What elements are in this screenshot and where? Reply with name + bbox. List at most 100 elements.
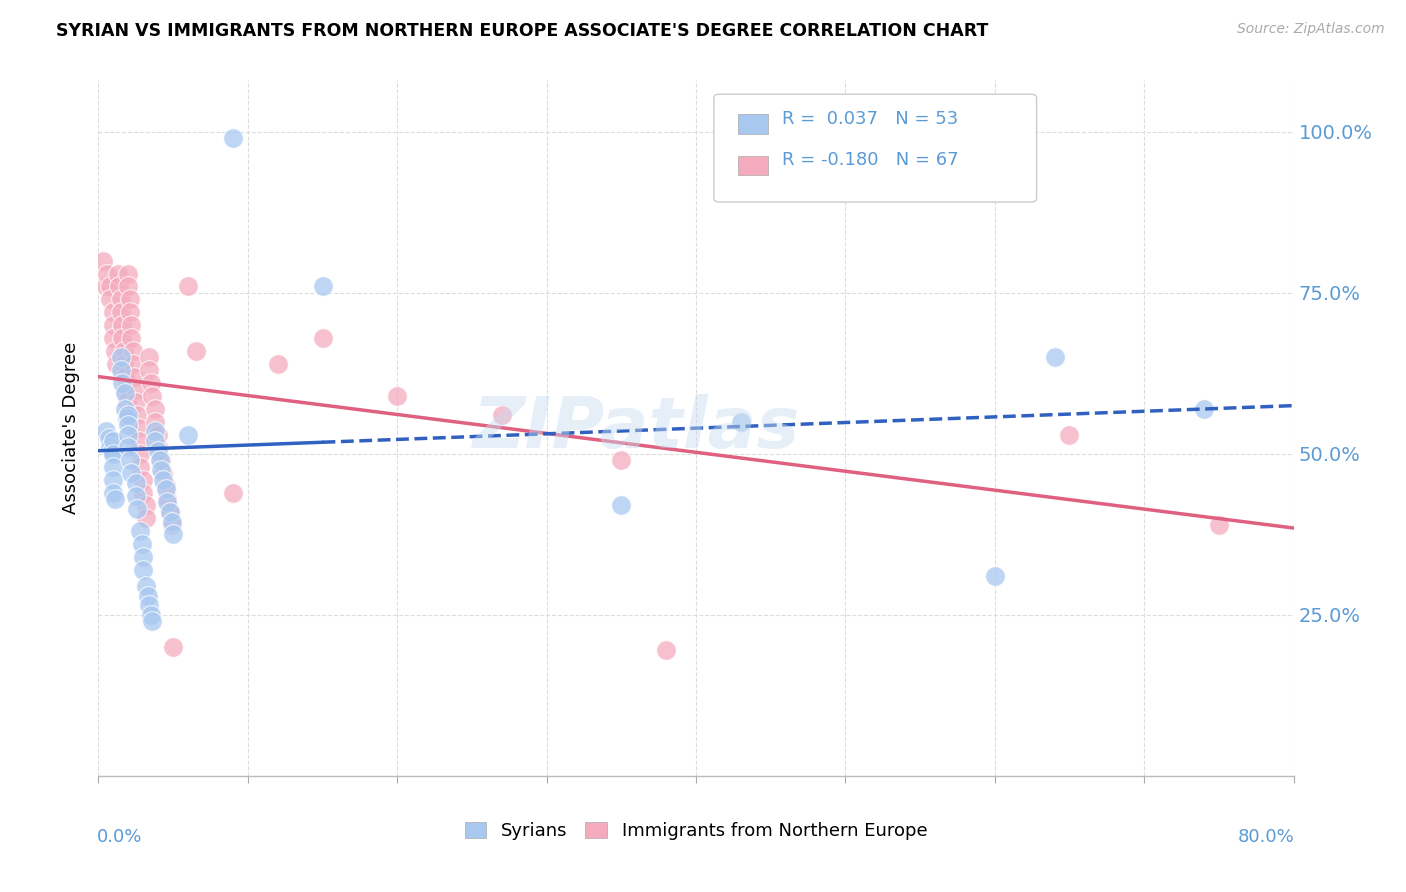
- Point: [112, 343, 135, 358]
- Point: [135, 579, 157, 593]
- Point: [148, 427, 170, 442]
- Point: [101, 443, 124, 458]
- Point: [125, 395, 148, 409]
- Point: [114, 369, 136, 384]
- Point: [117, 427, 139, 442]
- Point: [108, 279, 131, 293]
- Point: [117, 279, 139, 293]
- Point: [94, 425, 117, 439]
- Point: [160, 517, 183, 532]
- Point: [117, 417, 139, 432]
- Point: [150, 463, 173, 477]
- FancyBboxPatch shape: [738, 114, 768, 134]
- Point: [103, 473, 125, 487]
- Point: [139, 376, 162, 390]
- Point: [104, 491, 127, 506]
- Point: [148, 441, 170, 455]
- Point: [156, 491, 179, 506]
- Point: [159, 505, 181, 519]
- Point: [267, 357, 290, 371]
- FancyBboxPatch shape: [714, 95, 1036, 202]
- Point: [98, 279, 122, 293]
- Point: [177, 279, 200, 293]
- Point: [104, 343, 127, 358]
- Text: ZIPatlas: ZIPatlas: [472, 393, 800, 463]
- Point: [125, 475, 148, 490]
- Point: [111, 331, 134, 345]
- Point: [114, 383, 136, 397]
- Point: [135, 511, 157, 525]
- Point: [1208, 517, 1230, 532]
- Point: [162, 640, 184, 655]
- Point: [610, 499, 633, 513]
- Point: [984, 569, 1007, 583]
- Point: [184, 343, 207, 358]
- Point: [150, 453, 173, 467]
- Point: [131, 537, 153, 551]
- Point: [121, 357, 143, 371]
- Point: [139, 607, 162, 622]
- Point: [162, 527, 184, 541]
- Point: [110, 293, 132, 307]
- Point: [110, 305, 132, 319]
- Point: [149, 453, 172, 467]
- Point: [103, 447, 125, 461]
- Point: [222, 131, 245, 145]
- Point: [121, 343, 143, 358]
- Point: [156, 495, 179, 509]
- Point: [117, 441, 139, 455]
- Text: Source: ZipAtlas.com: Source: ZipAtlas.com: [1237, 22, 1385, 37]
- Legend: Syrians, Immigrants from Northern Europe: Syrians, Immigrants from Northern Europe: [457, 814, 935, 847]
- Point: [1192, 401, 1215, 416]
- Point: [152, 467, 174, 481]
- Point: [117, 409, 139, 423]
- Point: [311, 279, 333, 293]
- Y-axis label: Associate's Degree: Associate's Degree: [62, 342, 80, 515]
- Point: [112, 357, 135, 371]
- Point: [135, 499, 157, 513]
- Point: [491, 409, 513, 423]
- Point: [114, 401, 136, 416]
- Point: [1059, 427, 1081, 442]
- Point: [143, 425, 166, 439]
- Point: [136, 589, 159, 603]
- Point: [97, 431, 120, 445]
- Point: [138, 363, 160, 377]
- Point: [94, 279, 117, 293]
- Point: [98, 441, 122, 455]
- Point: [129, 524, 152, 539]
- Point: [177, 427, 200, 442]
- Point: [103, 305, 125, 319]
- Point: [103, 331, 125, 345]
- Point: [103, 485, 125, 500]
- Point: [127, 409, 149, 423]
- Point: [115, 411, 138, 425]
- Point: [141, 389, 163, 403]
- Point: [159, 505, 181, 519]
- Point: [132, 485, 155, 500]
- Point: [98, 293, 122, 307]
- Point: [143, 434, 166, 448]
- Point: [655, 643, 678, 657]
- Point: [120, 331, 142, 345]
- Point: [148, 443, 170, 458]
- Point: [155, 479, 177, 493]
- Point: [114, 385, 136, 400]
- Point: [128, 434, 150, 448]
- Point: [103, 434, 125, 448]
- Text: 80.0%: 80.0%: [1237, 828, 1295, 847]
- Point: [118, 293, 141, 307]
- Point: [730, 415, 752, 429]
- Point: [143, 415, 166, 429]
- Point: [132, 549, 155, 564]
- Point: [115, 409, 138, 423]
- Point: [152, 473, 174, 487]
- Point: [1043, 351, 1066, 365]
- Point: [96, 267, 118, 281]
- Point: [127, 501, 149, 516]
- Point: [311, 331, 333, 345]
- Text: R =  0.037   N = 53: R = 0.037 N = 53: [782, 110, 959, 128]
- Point: [103, 459, 125, 474]
- Point: [222, 485, 245, 500]
- Point: [103, 318, 125, 332]
